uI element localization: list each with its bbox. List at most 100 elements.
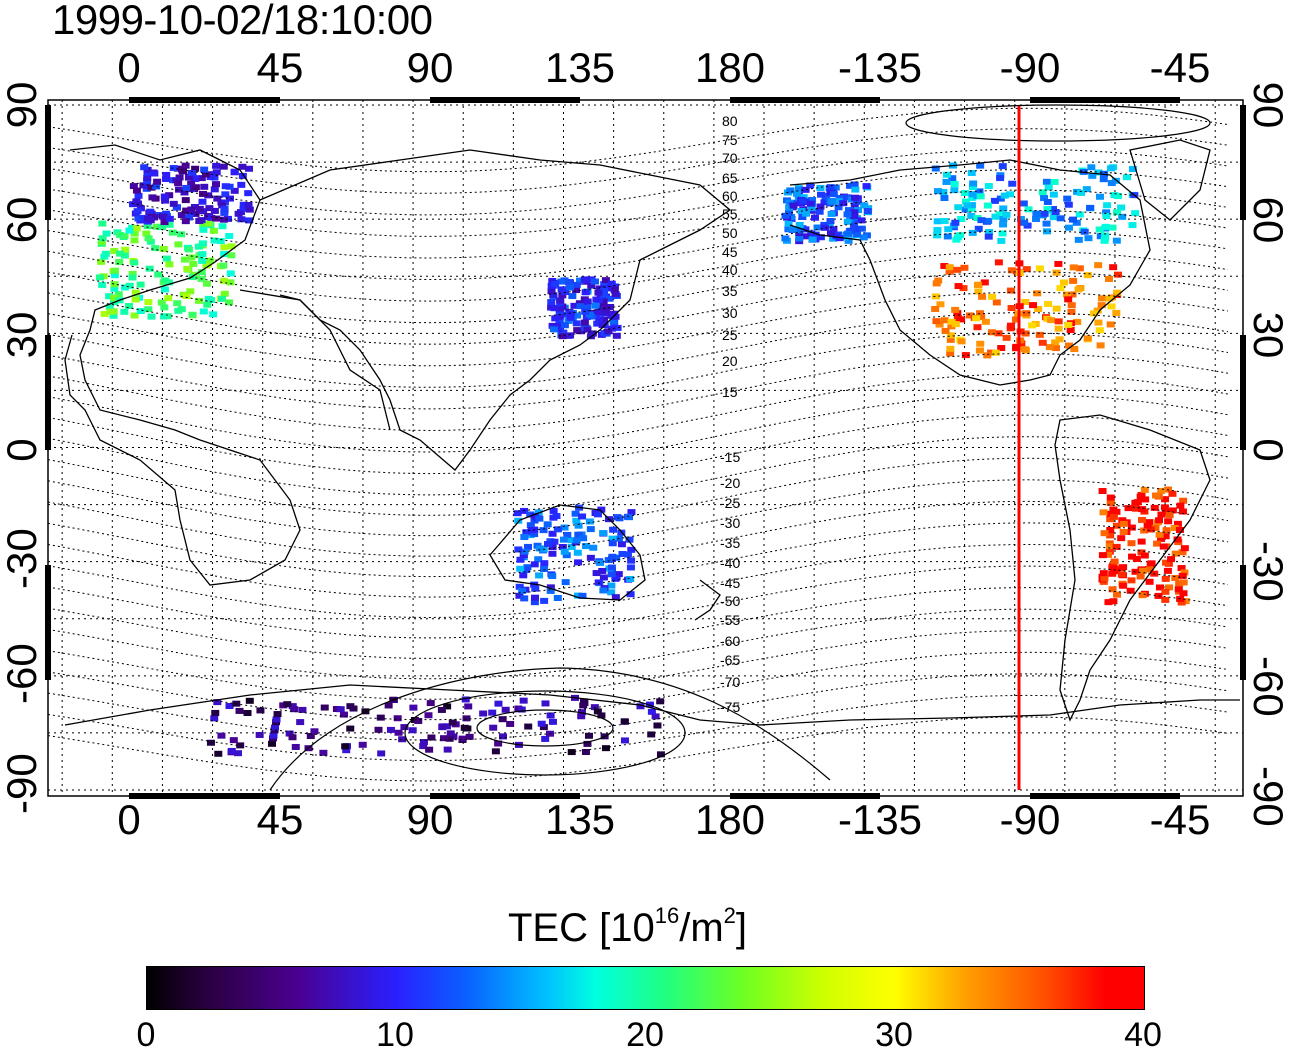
tec-cell: [647, 708, 656, 715]
tec-cell: [211, 709, 220, 716]
tec-cell: [598, 567, 607, 574]
tec-cell: [1179, 579, 1188, 586]
tec-cell: [100, 310, 109, 317]
tec-cell: [935, 321, 944, 328]
tec-cell: [199, 222, 208, 229]
tec-cell: [1074, 286, 1083, 293]
tec-cell: [1064, 342, 1073, 349]
tec-cell: [443, 746, 452, 753]
tec-cell: [1140, 486, 1149, 493]
tec-cell: [214, 750, 223, 757]
tec-cell: [198, 198, 207, 205]
tec-cell: [1162, 508, 1171, 515]
tec-cell: [198, 240, 207, 247]
tec-cell: [1067, 302, 1076, 309]
tec-cell: [623, 551, 632, 558]
tec-cell: [626, 591, 635, 598]
tec-cell: [843, 211, 852, 218]
tec-cell: [320, 704, 329, 711]
tec-cell: [549, 514, 558, 521]
tec-cell: [100, 253, 109, 260]
tec-cell: [1052, 269, 1061, 276]
tec-cell: [580, 319, 589, 326]
tec-cell: [546, 712, 555, 719]
frame-bar: [1240, 335, 1246, 450]
tec-cell: [198, 257, 207, 264]
tec-cell: [950, 181, 959, 188]
tec-cell: [160, 193, 169, 200]
tec-cell: [550, 538, 559, 545]
tec-cell: [558, 333, 567, 340]
tec-cell: [398, 736, 407, 743]
tec-cell: [599, 287, 608, 294]
tec-cell: [1113, 289, 1122, 296]
tec-cell: [540, 597, 549, 604]
tec-cell: [1112, 309, 1121, 316]
tec-cell: [574, 522, 583, 529]
tec-cell: [1105, 543, 1114, 550]
frame-bar: [430, 97, 580, 103]
tec-cell: [1035, 265, 1044, 272]
tec-cell: [218, 202, 227, 209]
tec-cell: [517, 706, 526, 713]
tec-cell: [1100, 232, 1109, 239]
tec-cell: [1117, 571, 1126, 578]
tec-cell: [605, 295, 614, 302]
tec-cell: [597, 712, 606, 719]
tec-cell: [1101, 223, 1110, 230]
tec-cell: [516, 556, 525, 563]
tec-cell: [585, 518, 594, 525]
tec-cell: [187, 254, 196, 261]
tec-cell: [1049, 214, 1058, 221]
axis-tick-label: 0: [1245, 438, 1292, 462]
tec-cell: [1181, 598, 1190, 605]
tec-cell: [1032, 210, 1041, 217]
tec-cell: [150, 170, 159, 177]
tec-cell: [105, 303, 114, 310]
tec-cell: [1038, 339, 1047, 346]
tec-cell: [393, 715, 402, 722]
tec-cell: [598, 322, 607, 329]
tec-cell: [409, 704, 418, 711]
contour-line: [47, 716, 1229, 782]
frame-bar: [1240, 565, 1246, 680]
tec-cell: [202, 262, 211, 269]
tec-cell: [110, 267, 119, 274]
contour-label: -30: [720, 515, 740, 531]
tec-cell: [590, 278, 599, 285]
tec-cell: [995, 211, 1004, 218]
axis-tick-label: -30: [0, 528, 45, 589]
tec-cell: [177, 306, 186, 313]
tec-cell: [1137, 549, 1146, 556]
tec-cell: [236, 742, 245, 749]
tec-cell: [221, 191, 230, 198]
coastlines: [64, 139, 1240, 726]
geomagnetic-contours: [47, 107, 1229, 782]
tec-cell: [448, 719, 457, 726]
tec-cell: [199, 308, 208, 315]
tec-cell: [548, 322, 557, 329]
tec-cell: [161, 197, 170, 204]
tec-cell: [820, 199, 829, 206]
tec-cell: [558, 543, 567, 550]
tec-cell: [195, 205, 204, 212]
tec-cell: [116, 250, 125, 257]
contour-label: -45: [720, 575, 740, 591]
tec-cell: [442, 723, 451, 730]
contour-label: 15: [722, 384, 738, 400]
tec-cell: [151, 245, 160, 252]
tec-cell: [999, 216, 1008, 223]
tec-cell: [206, 173, 215, 180]
tec-cell: [988, 293, 997, 300]
tec-cell: [515, 583, 524, 590]
tec-cell: [1146, 526, 1155, 533]
tec-cell: [600, 330, 609, 337]
tec-cell: [1022, 310, 1031, 317]
tec-cell: [197, 175, 206, 182]
colorbar-tick-label: 0: [136, 1016, 156, 1054]
axis-tick-label: -45: [1149, 796, 1211, 843]
tec-cell: [829, 226, 838, 233]
tec-cell: [1179, 497, 1188, 504]
tec-cell: [494, 700, 503, 707]
tec-cell: [1124, 505, 1133, 512]
